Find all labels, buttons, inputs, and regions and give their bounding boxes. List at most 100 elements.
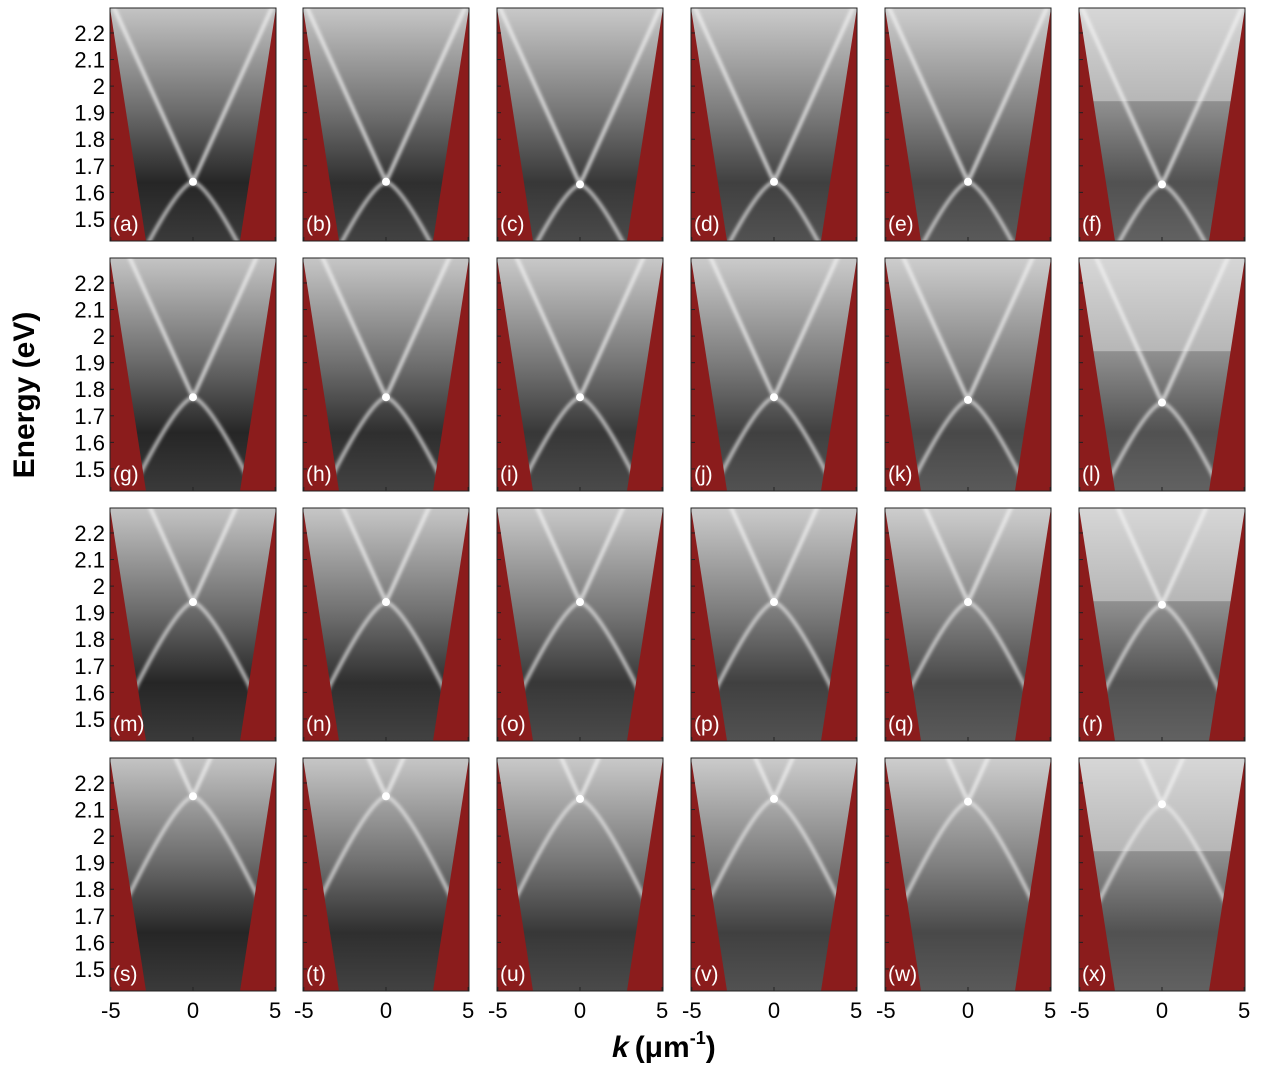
y-tick-label: 2.1 xyxy=(74,48,105,73)
panel: (d) xyxy=(690,7,858,242)
crossing-point xyxy=(1158,600,1166,609)
panel: (b) xyxy=(302,7,470,242)
panel-label: (e) xyxy=(888,213,914,236)
panel-label: (f) xyxy=(1082,213,1102,236)
panel-label: (d) xyxy=(694,213,720,236)
right-mask xyxy=(240,758,276,991)
left-mask xyxy=(885,508,921,741)
left-mask xyxy=(110,758,146,991)
y-tick-label: 1.9 xyxy=(74,601,105,626)
left-mask xyxy=(1079,8,1115,241)
x-tick-label: 5 xyxy=(462,998,474,1023)
y-tick-label: 1.7 xyxy=(74,404,105,429)
panel-image xyxy=(1079,758,1245,991)
panel-label: (h) xyxy=(306,463,332,486)
left-mask xyxy=(885,758,921,991)
y-tick-label: 2.2 xyxy=(74,521,105,546)
panel-image xyxy=(303,508,469,741)
crossing-point xyxy=(964,598,972,607)
panel: (l) xyxy=(1078,257,1246,492)
panel-label: (k) xyxy=(888,463,913,486)
left-mask xyxy=(303,758,339,991)
panel: (q) xyxy=(884,507,1052,742)
left-mask xyxy=(303,8,339,241)
panel: (a) 1.51.61.71.81.922.12.2 xyxy=(74,7,277,242)
x-label-symbol: k xyxy=(612,1031,630,1064)
crossing-point xyxy=(382,393,390,402)
x-tick-label: 5 xyxy=(269,998,281,1023)
panel-label: (i) xyxy=(500,463,519,486)
panel: (c) xyxy=(496,7,664,242)
panel-label: (l) xyxy=(1082,463,1101,486)
right-mask xyxy=(1209,508,1245,741)
panel-label: (t) xyxy=(306,963,326,986)
right-mask xyxy=(1015,508,1051,741)
panel-label: (u) xyxy=(500,963,526,986)
panel: (t) -5 0 5 xyxy=(294,757,474,1023)
x-tick-label: 5 xyxy=(1044,998,1056,1023)
x-tick-label: 0 xyxy=(962,998,974,1023)
right-mask xyxy=(627,758,663,991)
panel-label: (c) xyxy=(500,213,525,236)
panel-image xyxy=(691,258,857,491)
x-tick-label: -5 xyxy=(488,998,508,1023)
left-mask xyxy=(691,758,727,991)
panel-haze xyxy=(1079,258,1245,352)
y-tick-label: 1.6 xyxy=(74,930,105,955)
panel: (g) 1.51.61.71.81.922.12.2 xyxy=(74,257,277,492)
panel: (h) xyxy=(302,257,470,492)
panel: (k) xyxy=(884,257,1052,492)
x-label-unit: (μm xyxy=(635,1031,690,1064)
x-tick-label: -5 xyxy=(1070,998,1090,1023)
y-tick-label: 2 xyxy=(93,74,105,99)
crossing-point xyxy=(770,177,778,186)
left-mask xyxy=(110,258,146,491)
right-mask xyxy=(240,8,276,241)
panel-label: (o) xyxy=(500,713,526,736)
panel-label: (q) xyxy=(888,713,914,736)
right-mask xyxy=(433,508,469,741)
left-mask xyxy=(1079,258,1115,491)
right-mask xyxy=(627,8,663,241)
y-tick-label: 2 xyxy=(93,824,105,849)
x-tick-label: 5 xyxy=(850,998,862,1023)
panel-label: (w) xyxy=(888,963,917,986)
panel: (s) 1.51.61.71.81.922.12.2 -5 0 5 xyxy=(74,757,281,1023)
panel-image xyxy=(1079,508,1245,741)
y-tick-label: 1.5 xyxy=(74,457,105,482)
panel-image xyxy=(885,508,1051,741)
y-tick-label: 1.9 xyxy=(74,851,105,876)
right-mask xyxy=(433,258,469,491)
left-mask xyxy=(691,258,727,491)
panel-image xyxy=(885,758,1051,991)
y-tick-label: 2.1 xyxy=(74,798,105,823)
crossing-point xyxy=(964,177,972,186)
right-mask xyxy=(1015,8,1051,241)
panel-image xyxy=(497,508,663,741)
panel-label: (v) xyxy=(694,963,719,986)
left-mask xyxy=(497,8,533,241)
y-tick-label: 1.7 xyxy=(74,654,105,679)
panel-image xyxy=(110,8,276,241)
panel: (f) xyxy=(1078,7,1246,242)
panel-label: (n) xyxy=(306,713,332,736)
right-mask xyxy=(433,8,469,241)
panel: (w) -5 0 5 xyxy=(876,757,1056,1023)
y-tick-label: 2.1 xyxy=(74,298,105,323)
panel: (e) xyxy=(884,7,1052,242)
panel: (n) xyxy=(302,507,470,742)
y-tick-label: 1.8 xyxy=(74,877,105,902)
crossing-point xyxy=(189,792,197,801)
panel-label: (x) xyxy=(1082,963,1107,986)
y-tick-label: 2.2 xyxy=(74,271,105,296)
x-axis-label: k (μm-1) xyxy=(612,1028,716,1064)
panel: (u) -5 0 5 xyxy=(488,757,668,1023)
panel: (j) xyxy=(690,257,858,492)
panel-image xyxy=(110,758,276,991)
x-tick-label: -5 xyxy=(876,998,896,1023)
crossing-point xyxy=(576,598,584,607)
crossing-point xyxy=(382,598,390,607)
y-tick-label: 1.7 xyxy=(74,904,105,929)
x-tick-label: -5 xyxy=(294,998,314,1023)
